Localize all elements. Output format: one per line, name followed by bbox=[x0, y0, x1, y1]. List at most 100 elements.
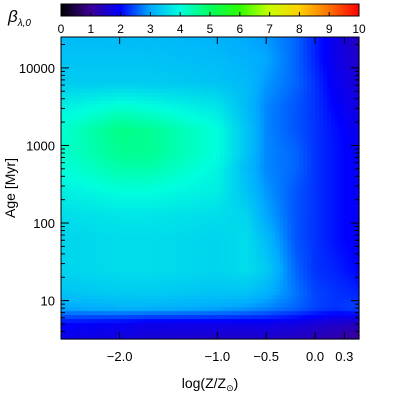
heatmap-cell bbox=[192, 72, 197, 78]
heatmap-cell bbox=[92, 195, 98, 201]
heatmap-cell bbox=[255, 48, 261, 54]
heatmap-cell bbox=[231, 251, 237, 257]
heatmap-cell bbox=[200, 124, 205, 129]
heatmap-cell bbox=[259, 199, 265, 205]
heatmap-cell bbox=[219, 104, 225, 110]
heatmap-cell bbox=[116, 231, 122, 237]
heatmap-cell bbox=[243, 160, 249, 165]
heatmap-cell bbox=[267, 112, 273, 118]
heatmap-cell bbox=[168, 283, 173, 288]
heatmap-cell bbox=[152, 180, 157, 185]
heatmap-cell bbox=[84, 92, 90, 98]
heatmap-cell bbox=[172, 259, 177, 265]
heatmap-cell bbox=[239, 44, 245, 50]
heatmap-cell bbox=[319, 108, 324, 114]
heatmap-cell bbox=[311, 191, 316, 197]
heatmap-cell bbox=[88, 207, 94, 213]
heatmap-cell bbox=[160, 140, 165, 145]
heatmap-cell bbox=[164, 287, 169, 292]
heatmap-cell bbox=[184, 48, 189, 54]
heatmap-cell bbox=[339, 247, 344, 253]
heatmap-cell bbox=[343, 227, 348, 233]
heatmap-cell bbox=[68, 37, 74, 42]
heatmap-cell bbox=[196, 191, 201, 197]
heatmap-cell bbox=[180, 124, 185, 129]
heatmap-cell bbox=[263, 148, 269, 153]
heatmap-cell bbox=[120, 104, 126, 110]
heatmap-cell bbox=[120, 124, 126, 129]
heatmap-cell bbox=[279, 255, 285, 261]
heatmap-cell bbox=[120, 112, 126, 118]
heatmap-cell bbox=[307, 68, 312, 74]
heatmap-cell bbox=[339, 100, 344, 106]
heatmap-cell bbox=[172, 227, 177, 233]
heatmap-cell bbox=[227, 259, 233, 265]
heatmap-cell bbox=[215, 132, 221, 137]
heatmap-cell bbox=[215, 219, 221, 225]
heatmap-cell bbox=[335, 223, 340, 229]
heatmap-cell bbox=[335, 140, 340, 145]
heatmap-cell bbox=[152, 100, 157, 106]
heatmap-cell bbox=[351, 108, 356, 114]
heatmap-cell bbox=[299, 267, 304, 273]
heatmap-cell bbox=[148, 96, 153, 102]
heatmap-cell bbox=[148, 52, 153, 58]
heatmap-cell bbox=[307, 148, 312, 153]
heatmap-cell bbox=[335, 124, 340, 129]
heatmap-cell bbox=[144, 104, 150, 110]
heatmap-cell bbox=[339, 124, 344, 129]
heatmap-cell bbox=[355, 37, 360, 42]
heatmap-cell bbox=[88, 96, 94, 102]
heatmap-cell bbox=[96, 223, 102, 229]
heatmap-cell bbox=[223, 40, 229, 46]
heatmap-cell bbox=[239, 239, 245, 245]
heatmap-cell bbox=[136, 136, 142, 141]
heatmap-cell bbox=[295, 283, 300, 288]
heatmap-cell bbox=[96, 128, 102, 133]
heatmap-cell bbox=[80, 100, 86, 106]
heatmap-cell bbox=[227, 144, 233, 149]
heatmap-cell bbox=[204, 108, 209, 114]
heatmap-cell bbox=[211, 184, 217, 189]
heatmap-cell bbox=[104, 120, 110, 126]
heatmap-cell bbox=[104, 188, 110, 193]
heatmap-cell bbox=[84, 231, 90, 237]
heatmap-cell bbox=[100, 239, 106, 245]
heatmap-cell bbox=[319, 168, 324, 173]
heatmap-cell bbox=[80, 275, 86, 280]
heatmap-cell bbox=[283, 243, 289, 249]
heatmap-cell bbox=[180, 184, 185, 189]
heatmap-cell bbox=[303, 37, 308, 42]
heatmap-cell bbox=[331, 128, 336, 133]
heatmap-cell bbox=[108, 148, 114, 153]
heatmap-cell bbox=[100, 132, 106, 137]
heatmap-cell bbox=[295, 287, 300, 292]
heatmap-cell bbox=[76, 80, 82, 86]
heatmap-cell bbox=[132, 88, 138, 94]
heatmap-cell bbox=[84, 188, 90, 193]
heatmap-cell bbox=[156, 180, 161, 185]
heatmap-cell bbox=[211, 160, 217, 165]
heatmap-cell bbox=[355, 195, 360, 201]
heatmap-cell bbox=[116, 203, 122, 209]
heatmap-cell bbox=[144, 247, 150, 253]
heatmap-cell bbox=[287, 148, 293, 153]
heatmap-cell bbox=[211, 92, 217, 98]
heatmap-cell bbox=[208, 60, 213, 66]
heatmap-cell bbox=[160, 231, 165, 237]
heatmap-cell bbox=[148, 271, 153, 277]
heatmap-cell bbox=[303, 60, 308, 66]
heatmap-cell bbox=[192, 195, 197, 201]
heatmap-cell bbox=[140, 271, 146, 277]
heatmap-cell bbox=[84, 255, 90, 261]
heatmap-cell bbox=[96, 132, 102, 137]
heatmap-cell bbox=[303, 188, 308, 193]
heatmap-cell bbox=[227, 44, 233, 50]
heatmap-cell bbox=[156, 271, 161, 277]
heatmap-cell bbox=[116, 283, 122, 288]
heatmap-cell bbox=[307, 219, 312, 225]
heatmap-cell bbox=[299, 96, 304, 102]
heatmap-cell bbox=[188, 52, 193, 58]
heatmap-cell bbox=[259, 100, 265, 106]
heatmap-cell bbox=[263, 191, 269, 197]
